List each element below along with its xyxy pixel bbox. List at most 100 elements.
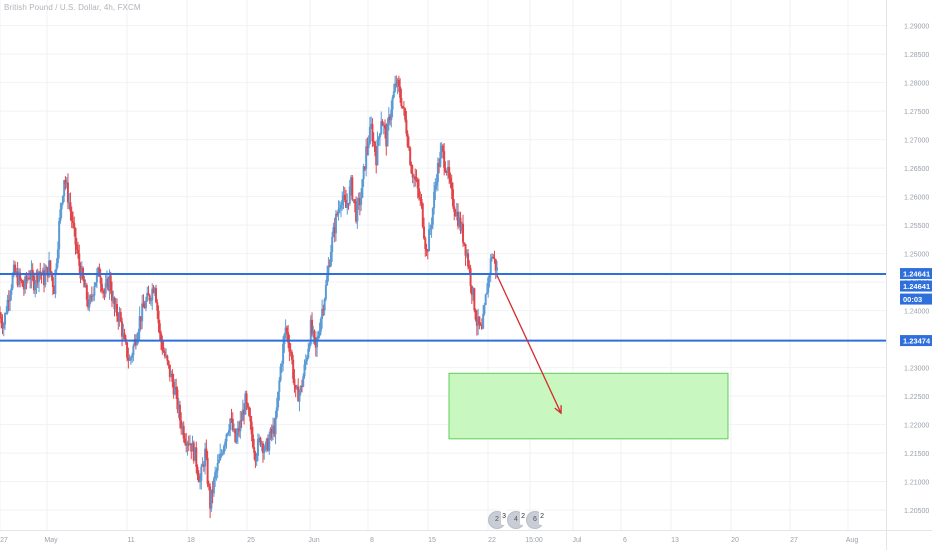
candle-body [93, 286, 96, 296]
candle-body [307, 348, 310, 358]
candle-body [87, 299, 90, 308]
candle-body [441, 145, 444, 152]
candle-body [443, 151, 446, 168]
candle-body [346, 203, 349, 208]
x-tick-label: 22 [488, 537, 496, 544]
candle-body [293, 378, 296, 386]
candle-body [170, 373, 173, 377]
candle-body [493, 258, 496, 260]
candle-body [323, 299, 326, 311]
candle-body [165, 355, 168, 357]
candle-body [197, 475, 200, 483]
candle-body [464, 244, 467, 256]
candle-body [419, 197, 422, 199]
candle-body [275, 407, 278, 418]
candle-body [5, 312, 8, 314]
y-tick-label: 1.28000 [904, 81, 929, 88]
price-label: 1.24641 [903, 282, 930, 291]
candle-body [434, 185, 437, 192]
candle-body [395, 83, 398, 85]
event-count-badge: 2 [520, 509, 526, 525]
candle-body [132, 345, 135, 356]
candle-body [119, 312, 122, 322]
candle-body [392, 91, 395, 98]
candle-body [239, 420, 242, 432]
candle-body [484, 294, 487, 305]
y-tick-label: 1.27500 [904, 109, 929, 116]
candle-body [142, 303, 145, 308]
candle-body [332, 227, 335, 237]
candle-body [407, 146, 410, 148]
candle-body [371, 124, 374, 142]
candle-body [209, 486, 212, 509]
candle-body [216, 463, 219, 471]
candle-body [202, 464, 205, 467]
candle-body [75, 244, 78, 250]
candle-body [424, 238, 427, 249]
candle-body [45, 267, 48, 274]
candle-body [98, 267, 101, 277]
candle-body [250, 421, 253, 435]
candle-body [201, 464, 204, 467]
candle-body [84, 284, 87, 288]
x-tick-label: May [44, 537, 58, 544]
candle-body [429, 228, 432, 230]
candle-body [326, 275, 329, 286]
candle-body [147, 292, 150, 296]
candle-body [485, 292, 488, 295]
x-tick-label: 8 [370, 537, 374, 544]
candle-body [387, 116, 390, 123]
y-tick-label: 1.21500 [904, 451, 929, 458]
candle-body [469, 268, 472, 286]
candle-body [20, 279, 23, 281]
candle-body [54, 270, 57, 295]
candle-body [342, 194, 345, 200]
y-tick-label: 1.29000 [904, 24, 929, 31]
y-tick-label: 1.27000 [904, 138, 929, 145]
candle-body [438, 162, 441, 167]
candle-body [410, 164, 413, 174]
candle-body [29, 278, 32, 280]
candle-body [345, 199, 348, 208]
candle-body [22, 286, 25, 290]
y-tick-label: 1.22500 [904, 394, 929, 401]
candle-body [205, 448, 208, 458]
candle-body [88, 300, 91, 308]
candle-body [362, 166, 365, 180]
candle-body [472, 288, 475, 295]
candle-body [341, 199, 344, 205]
candle-body [148, 295, 151, 301]
candle-body [375, 151, 378, 166]
candle-body [338, 208, 341, 210]
candle-body [187, 443, 190, 445]
candle-body [60, 203, 63, 210]
candle-body [49, 260, 52, 272]
candle-body [103, 290, 106, 294]
candle-body [255, 456, 258, 462]
candle-body [333, 227, 336, 234]
candle-body [222, 446, 225, 454]
candle-body [123, 333, 126, 339]
candle-body [78, 253, 81, 266]
candle-body [278, 380, 281, 392]
candle-body [117, 316, 120, 322]
candle-body [219, 453, 222, 460]
candle-body [241, 409, 244, 421]
x-tick-label: Aug [846, 537, 859, 544]
candle-body [396, 79, 399, 85]
candle-body [456, 211, 459, 227]
candle-body [308, 344, 311, 349]
candle-body [470, 285, 473, 295]
candle-body [294, 385, 297, 389]
candle-body [158, 323, 161, 334]
candle-body [186, 443, 189, 446]
candle-body [404, 108, 407, 120]
candle-body [401, 105, 404, 108]
candle-body [180, 420, 183, 429]
